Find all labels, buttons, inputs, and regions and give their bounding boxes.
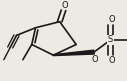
Text: O: O bbox=[91, 55, 98, 64]
Polygon shape bbox=[53, 50, 94, 56]
Text: O: O bbox=[108, 55, 115, 65]
Text: O: O bbox=[108, 15, 115, 24]
Text: O: O bbox=[61, 1, 68, 10]
Text: S: S bbox=[108, 35, 113, 44]
